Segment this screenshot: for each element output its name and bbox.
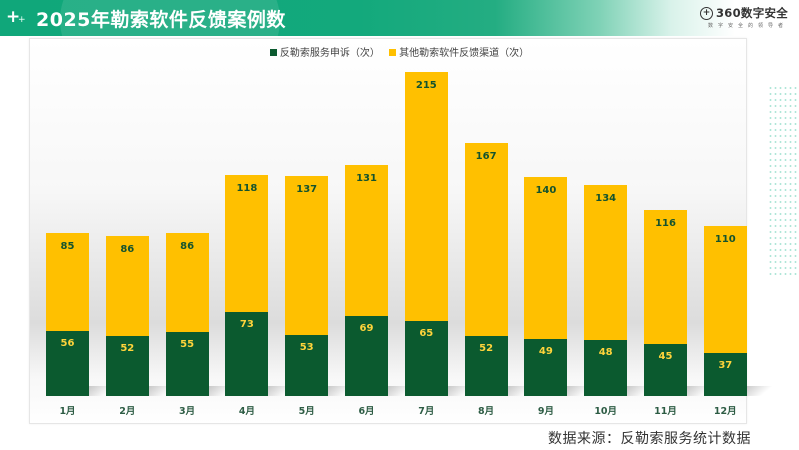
bar-segment-appeal: 52 bbox=[464, 335, 508, 396]
bar-segment-other: 140 bbox=[524, 177, 568, 340]
data-label: 167 bbox=[475, 150, 497, 162]
bar-segment-other: 215 bbox=[404, 72, 448, 321]
bar-6: 131 69 bbox=[345, 164, 388, 396]
bar-segment-other: 137 bbox=[285, 176, 329, 335]
data-label: 53 bbox=[299, 341, 314, 353]
bar-11: 116 45 bbox=[644, 209, 687, 396]
data-label: 55 bbox=[180, 339, 195, 351]
x-axis-label: 11月 bbox=[654, 406, 677, 417]
plus-icon: + bbox=[6, 7, 21, 27]
x-axis-label: 9月 bbox=[537, 406, 554, 417]
data-label: 116 bbox=[655, 217, 676, 229]
bar-segment-other: 118 bbox=[225, 175, 269, 312]
x-axis-label: 12月 bbox=[713, 406, 737, 417]
dot-pattern-decoration bbox=[768, 85, 799, 275]
data-label: 86 bbox=[180, 240, 195, 252]
bar-10: 134 48 bbox=[584, 185, 628, 396]
data-source-note: 数据来源：反勒索服务统计数据 bbox=[548, 431, 751, 447]
bar-segment-appeal: 56 bbox=[46, 331, 89, 396]
legend-item-appeal: 反勒索服务申诉（次） bbox=[269, 44, 380, 59]
chart-legend: 反勒索服务申诉（次） 其他勒索软件反馈渠道（次） bbox=[0, 44, 799, 59]
bar-segment-appeal: 49 bbox=[524, 339, 568, 396]
bar-segment-appeal: 73 bbox=[225, 311, 269, 396]
legend-item-other: 其他勒索软件反馈渠道（次） bbox=[389, 44, 529, 59]
bar-segment-appeal: 53 bbox=[285, 334, 329, 396]
bar-3: 86 55 bbox=[165, 232, 209, 396]
bar-segment-other: 116 bbox=[644, 209, 687, 344]
legend-swatch-yellow bbox=[389, 49, 397, 56]
x-axis-label: 6月 bbox=[358, 406, 375, 417]
bar-segment-appeal: 37 bbox=[703, 353, 747, 396]
data-label: 37 bbox=[718, 360, 733, 372]
legend-label: 反勒索服务申诉（次） bbox=[279, 48, 380, 59]
bar-segment-appeal: 45 bbox=[644, 343, 687, 396]
bar-segment-appeal: 55 bbox=[165, 332, 209, 396]
data-label: 73 bbox=[239, 318, 254, 330]
bar-12: 110 37 bbox=[703, 225, 747, 396]
logo-subtitle: 数字安全的领导者 bbox=[708, 23, 789, 29]
legend-swatch-green bbox=[269, 49, 277, 56]
data-label: 137 bbox=[296, 184, 318, 196]
data-label: 49 bbox=[538, 346, 553, 358]
data-label: 131 bbox=[356, 172, 377, 184]
brand-logo: + 360数字安全 数字安全的领导者 bbox=[700, 6, 799, 36]
bar-segment-appeal: 48 bbox=[584, 340, 628, 396]
legend-label: 其他勒索软件反馈渠道（次） bbox=[399, 48, 530, 59]
data-label: 140 bbox=[535, 185, 557, 197]
x-axis-label: 1月 bbox=[59, 406, 76, 417]
page-title: 2025年勒索软件反馈案例数 bbox=[36, 9, 286, 31]
bar-7: 215 65 bbox=[404, 72, 448, 396]
bar-segment-appeal: 69 bbox=[345, 316, 388, 396]
x-axis-label: 5月 bbox=[298, 406, 315, 417]
x-axis-label: 7月 bbox=[418, 406, 435, 417]
x-axis-label: 3月 bbox=[179, 406, 196, 417]
bar-1: 85 56 bbox=[46, 232, 89, 396]
bar-9: 140 49 bbox=[524, 177, 568, 396]
bar-segment-other: 86 bbox=[105, 236, 149, 336]
bar-segment-other: 134 bbox=[584, 185, 628, 341]
bar-segment-other: 86 bbox=[165, 232, 209, 333]
x-axis-label: 8月 bbox=[478, 406, 495, 417]
data-label: 85 bbox=[60, 240, 75, 252]
bar-segment-other: 167 bbox=[464, 142, 508, 336]
data-label: 56 bbox=[60, 338, 75, 350]
data-label: 86 bbox=[120, 244, 135, 256]
header-bar: + + 2025年勒索软件反馈案例数 bbox=[0, 0, 799, 36]
bar-2: 86 52 bbox=[105, 236, 149, 396]
logo-text: 360数字安全 bbox=[716, 6, 789, 20]
plus-small-icon: + bbox=[18, 15, 26, 25]
bar-segment-other: 131 bbox=[345, 164, 388, 317]
data-label: 48 bbox=[598, 347, 613, 359]
x-axis-label: 10月 bbox=[594, 406, 618, 417]
bar-5: 137 53 bbox=[285, 176, 329, 396]
x-axis-label: 4月 bbox=[238, 406, 255, 417]
bar-segment-other: 85 bbox=[46, 232, 89, 332]
header-decoration bbox=[60, 0, 280, 36]
data-label: 65 bbox=[419, 327, 434, 339]
bar-segment-appeal: 65 bbox=[404, 320, 448, 396]
data-label: 215 bbox=[415, 80, 437, 92]
bar-segment-other: 110 bbox=[703, 225, 747, 354]
logo-mark-icon: + bbox=[700, 7, 713, 20]
bar-8: 167 52 bbox=[464, 142, 508, 396]
bar-4: 118 73 bbox=[225, 175, 269, 396]
x-axis-label: 2月 bbox=[119, 406, 136, 417]
data-label: 110 bbox=[714, 233, 736, 245]
data-label: 52 bbox=[479, 342, 494, 354]
data-label: 52 bbox=[120, 342, 135, 354]
data-label: 45 bbox=[658, 350, 673, 362]
data-label: 118 bbox=[236, 183, 258, 194]
data-label: 69 bbox=[359, 323, 374, 335]
data-label: 134 bbox=[595, 193, 617, 205]
bar-segment-appeal: 52 bbox=[105, 335, 149, 396]
